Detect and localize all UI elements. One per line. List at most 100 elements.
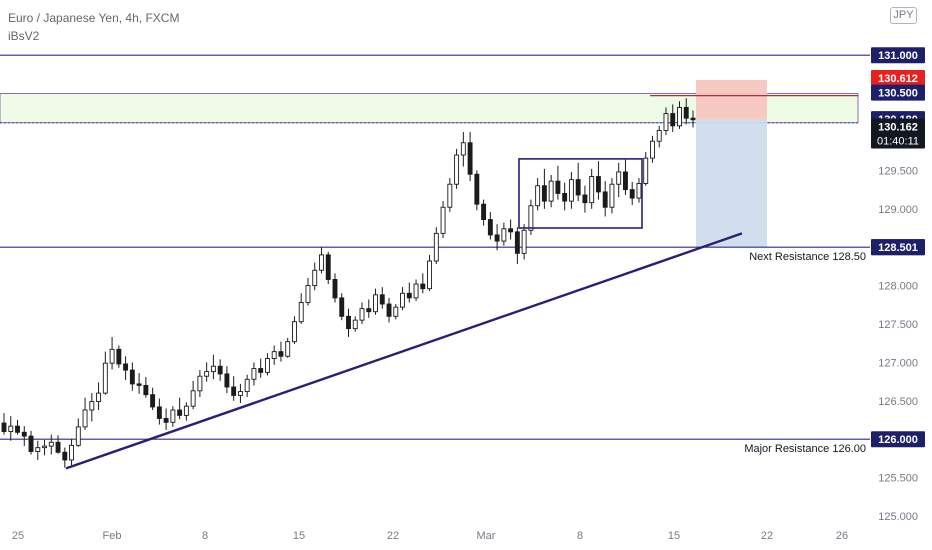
candle[interactable]	[312, 262, 318, 291]
candle[interactable]	[393, 304, 399, 320]
candle[interactable]	[406, 282, 412, 303]
candle[interactable]	[62, 447, 68, 468]
candle[interactable]	[386, 297, 392, 323]
candle[interactable]	[595, 161, 601, 200]
candle[interactable]	[413, 279, 419, 301]
candle[interactable]	[332, 273, 338, 303]
candle[interactable]	[237, 383, 243, 404]
candle[interactable]	[528, 199, 534, 235]
candle[interactable]	[379, 287, 385, 309]
price-tag-131.000[interactable]: 131.000	[871, 47, 925, 64]
candle[interactable]	[285, 337, 291, 358]
price-tag-130.612[interactable]: 130.612	[871, 69, 925, 86]
candle[interactable]	[494, 224, 500, 251]
candle[interactable]	[623, 159, 628, 195]
candle[interactable]	[589, 168, 595, 209]
candle[interactable]	[602, 181, 608, 217]
candle[interactable]	[102, 351, 108, 395]
candle[interactable]	[75, 418, 81, 447]
candle[interactable]	[278, 341, 284, 362]
candle[interactable]	[183, 402, 189, 421]
candle[interactable]	[319, 247, 324, 274]
candle[interactable]	[143, 376, 149, 398]
candle[interactable]	[467, 132, 473, 182]
candle[interactable]	[636, 178, 642, 203]
candle[interactable]	[501, 222, 507, 246]
candle[interactable]	[15, 420, 20, 435]
candle[interactable]	[352, 316, 358, 332]
candle[interactable]	[69, 439, 74, 466]
candle[interactable]	[562, 182, 568, 211]
candle[interactable]	[35, 440, 41, 460]
candle[interactable]	[136, 373, 142, 394]
candle[interactable]	[298, 293, 304, 324]
candle[interactable]	[643, 151, 649, 186]
price-tag-128.501[interactable]: 128.501	[871, 239, 925, 256]
candle[interactable]	[129, 362, 135, 391]
candle[interactable]	[325, 251, 331, 285]
candle[interactable]	[346, 308, 351, 338]
candle[interactable]	[373, 288, 378, 315]
currency-badge[interactable]: JPY	[890, 7, 917, 24]
indicator-label[interactable]: iBsV2	[8, 29, 40, 43]
candle[interactable]	[541, 168, 547, 209]
candle[interactable]	[264, 353, 270, 376]
candle[interactable]	[575, 162, 581, 202]
candle[interactable]	[258, 358, 264, 378]
candle[interactable]	[42, 439, 47, 456]
candle[interactable]	[400, 287, 405, 311]
candle[interactable]	[359, 302, 365, 324]
candle[interactable]	[28, 430, 34, 455]
candle[interactable]	[82, 397, 88, 430]
candle[interactable]	[190, 380, 196, 410]
candle[interactable]	[535, 178, 541, 211]
candle[interactable]	[231, 376, 237, 401]
candle[interactable]	[555, 165, 561, 200]
candle[interactable]	[224, 366, 230, 394]
candle[interactable]	[514, 227, 520, 265]
candle[interactable]	[156, 398, 162, 425]
candle[interactable]	[677, 101, 682, 129]
candle[interactable]	[251, 362, 257, 386]
candle[interactable]	[177, 397, 183, 420]
candle[interactable]	[339, 293, 345, 321]
candle[interactable]	[271, 345, 277, 365]
candle[interactable]	[55, 435, 61, 454]
candle[interactable]	[656, 125, 662, 148]
candle[interactable]	[663, 107, 669, 136]
candle[interactable]	[433, 227, 439, 265]
trendline[interactable]	[65, 232, 743, 470]
candle[interactable]	[609, 178, 615, 214]
candle[interactable]	[670, 104, 676, 132]
candle[interactable]	[481, 199, 487, 226]
candle[interactable]	[454, 148, 460, 189]
candle[interactable]	[96, 382, 102, 411]
candle[interactable]	[89, 393, 95, 422]
candle[interactable]	[690, 110, 696, 128]
candle[interactable]	[123, 356, 129, 381]
candle[interactable]	[210, 354, 216, 380]
candle[interactable]	[8, 416, 14, 441]
consolidation-box[interactable]	[518, 158, 643, 229]
price-tag-126.000[interactable]: 126.000	[871, 431, 925, 448]
candle[interactable]	[163, 408, 169, 430]
candle[interactable]	[150, 387, 156, 411]
candle[interactable]	[582, 185, 588, 213]
candle[interactable]	[420, 273, 426, 294]
candle[interactable]	[521, 224, 527, 260]
candle[interactable]	[440, 201, 446, 238]
candle[interactable]	[568, 171, 574, 209]
candle[interactable]	[683, 98, 689, 125]
last-price-tag[interactable]: 130.162 01:40:11	[871, 118, 925, 149]
candle[interactable]	[116, 345, 122, 368]
candle[interactable]	[616, 162, 622, 198]
price-tag-130.500[interactable]: 130.500	[871, 84, 925, 101]
candle[interactable]	[447, 178, 453, 212]
candle[interactable]	[21, 426, 27, 447]
candle[interactable]	[650, 135, 655, 163]
candle[interactable]	[629, 181, 635, 205]
candle[interactable]	[48, 434, 54, 455]
candle[interactable]	[487, 211, 493, 240]
candle[interactable]	[460, 132, 466, 167]
take-profit-zone[interactable]	[696, 119, 767, 248]
